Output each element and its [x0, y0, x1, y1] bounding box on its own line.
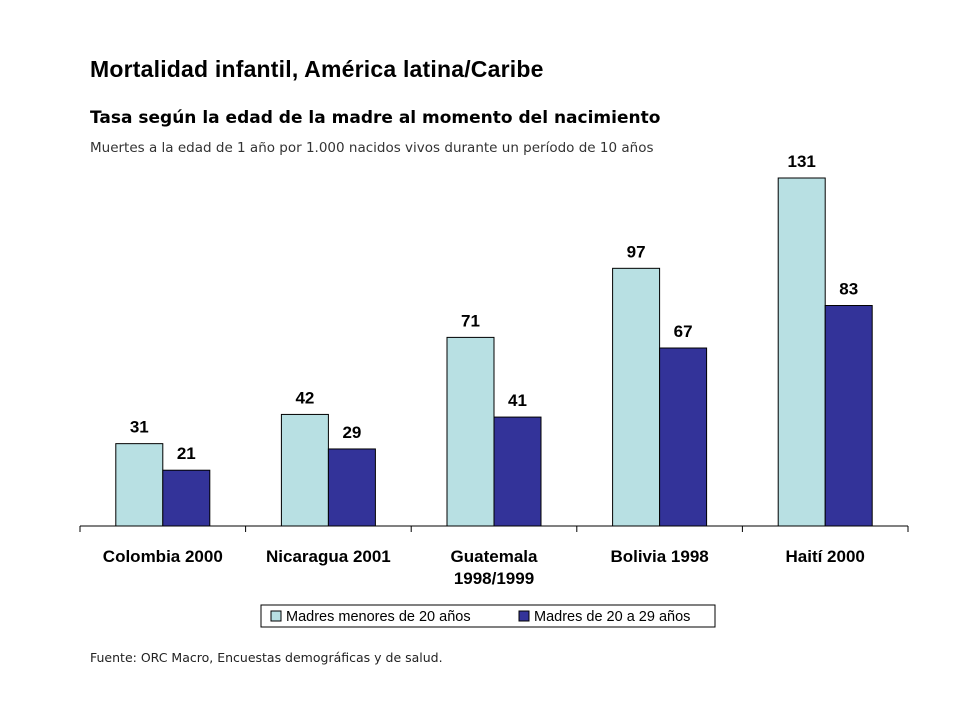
category-label: Bolivia 1998 [610, 547, 708, 566]
bar-under20-2 [446, 336, 495, 527]
legend-swatch [518, 610, 530, 622]
category-label: Haití 2000 [786, 547, 865, 566]
bar-20to29-3 [659, 347, 708, 527]
category-label: 1998/1999 [454, 569, 534, 588]
category-label: Guatemala [451, 547, 538, 566]
chart-title: Mortalidad infantil, América latina/Cari… [90, 56, 544, 82]
bar-20to29-2 [493, 416, 542, 527]
data-label: 29 [342, 423, 361, 442]
bar-20to29-4 [824, 305, 873, 527]
legend [260, 604, 716, 628]
category-label: Nicaragua 2001 [266, 547, 391, 566]
category-label: Colombia 2000 [103, 547, 223, 566]
bar-20to29-0 [162, 469, 211, 527]
data-label: 67 [674, 322, 693, 341]
bar-under20-4 [777, 177, 826, 527]
bar-20to29-1 [327, 448, 376, 527]
data-label: 71 [461, 311, 480, 330]
data-label: 41 [508, 391, 527, 410]
legend-label: Madres menores de 20 años [286, 609, 471, 625]
data-label: 83 [839, 280, 858, 299]
data-label: 42 [295, 388, 314, 407]
legend-label: Madres de 20 a 29 años [534, 609, 690, 625]
legend-swatch [270, 610, 282, 622]
data-label: 31 [130, 418, 149, 437]
data-label: 131 [788, 152, 816, 171]
bar-under20-0 [115, 443, 164, 527]
unit-note: Muertes a la edad de 1 año por 1.000 nac… [90, 140, 654, 156]
bar-under20-3 [612, 267, 661, 527]
data-label: 21 [177, 444, 196, 463]
chart-subtitle: Tasa según la edad de la madre al moment… [90, 108, 661, 128]
source-note: Fuente: ORC Macro, Encuestas demográfica… [90, 650, 443, 665]
data-label: 97 [627, 242, 646, 261]
bar-under20-1 [280, 413, 329, 527]
